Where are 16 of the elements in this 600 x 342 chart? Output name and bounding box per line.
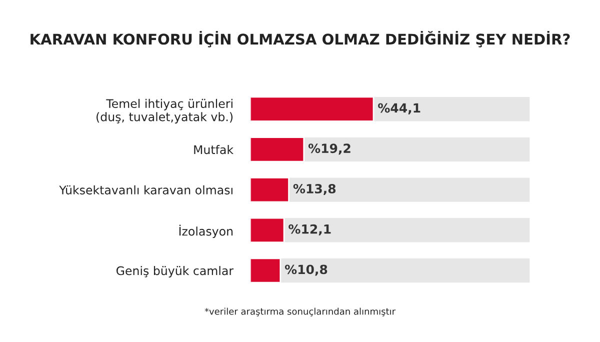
text: *veriler araştırma sonuçlarından alınmıştır <box>204 308 396 316</box>
bar <box>250 136 305 162</box>
y-tick-label: Temel ihtiyaç ürünleri (duş, tuvalet,yatak vb.) <box>96 98 233 124</box>
data-label: %13,8 <box>293 184 336 196</box>
y-tick-label: Mutfak <box>194 144 234 154</box>
bar <box>250 177 290 203</box>
y-tick-label: Yüksektavanlı karavan olması <box>59 185 232 194</box>
y-tick-label: İzolasyon <box>179 224 233 238</box>
bar <box>250 258 282 284</box>
y-tick-label: Geniş büyük camlar <box>116 266 234 278</box>
bar <box>250 217 285 243</box>
chart-title: KARAVAN KONFORU İÇİN OLMAZSA OLMAZ DEDİĞİNİZ ŞEY NEDİR? <box>30 30 570 48</box>
data-label: %12,1 <box>288 224 331 236</box>
data-label: %44,1 <box>378 103 420 114</box>
data-label: %10,8 <box>284 264 328 276</box>
data-label: %19,2 <box>308 144 350 155</box>
